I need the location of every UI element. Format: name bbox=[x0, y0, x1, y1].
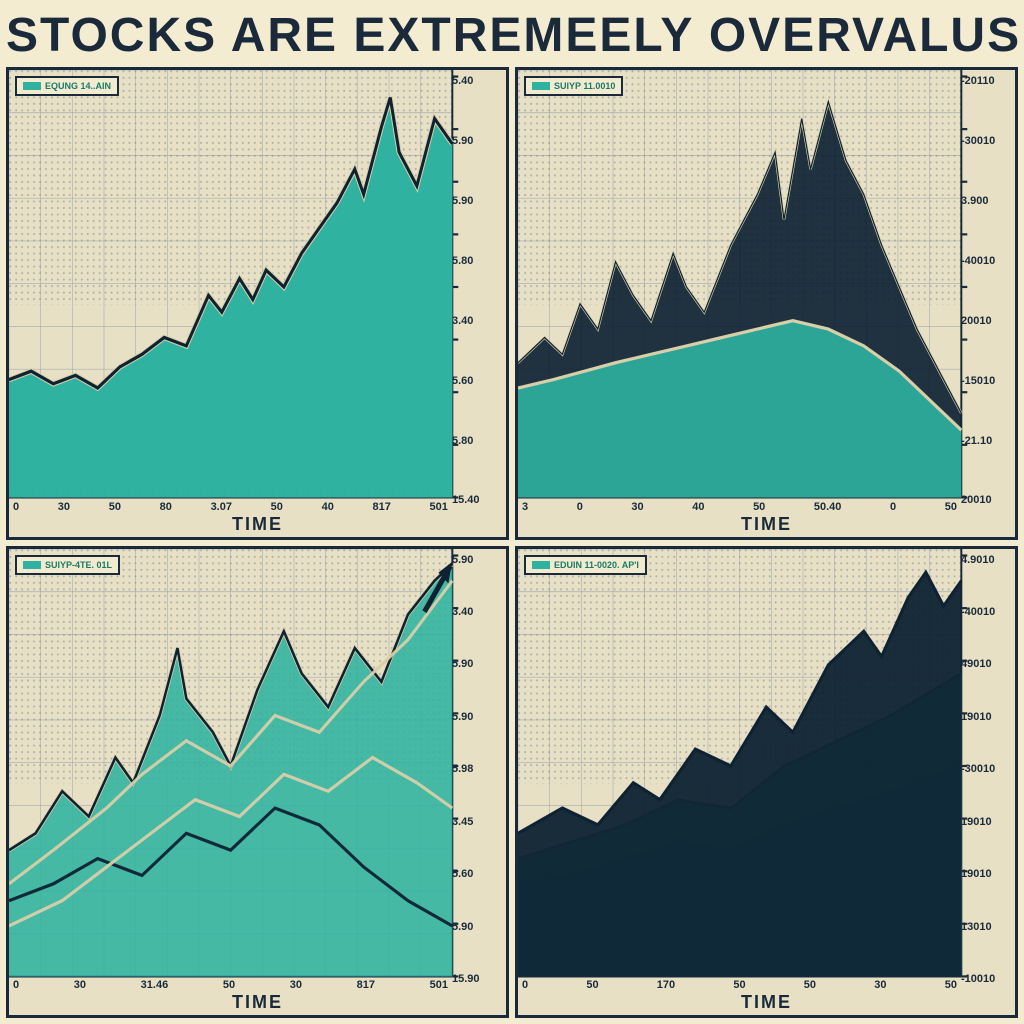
yticks-bottom-left: 5.903.405.905.905.983.455.605.9015.90 bbox=[452, 549, 504, 986]
legend-bottom-left: SUIYP-4TE. 01L bbox=[15, 555, 120, 575]
xaxis-label: TIME bbox=[232, 514, 283, 535]
chart-bottom-right bbox=[518, 549, 1015, 1016]
chart-grid: EQUNG 14..AIN 5.405.905.905.803.405.605.… bbox=[0, 67, 1024, 1024]
page-title: STOCKS ARE EXTREMEELY OVERVALUSED bbox=[0, 0, 1024, 67]
legend-text: SUIYP 11.0010 bbox=[554, 81, 615, 91]
chart-bottom-left bbox=[9, 549, 506, 1016]
panel-top-right: SUIYP 11.0010 -20110-300103.900-40010200… bbox=[515, 67, 1018, 540]
chart-top-right bbox=[518, 70, 1015, 537]
panel-bottom-left: SUIYP-4TE. 01L 5.903.405.905.905.983.455… bbox=[6, 546, 509, 1019]
xticks-bottom-left: 03031.465030817501 bbox=[9, 979, 452, 993]
legend-swatch bbox=[23, 82, 41, 90]
xticks-top-left: 03050803.075040817501 bbox=[9, 501, 452, 515]
legend-swatch bbox=[532, 82, 550, 90]
legend-text: EQUNG 14..AIN bbox=[45, 81, 111, 91]
yticks-top-right: -20110-300103.900-4001020010-15010-21.10… bbox=[961, 70, 1013, 507]
legend-swatch bbox=[532, 561, 550, 569]
xaxis-label: TIME bbox=[741, 514, 792, 535]
legend-swatch bbox=[23, 561, 41, 569]
legend-top-right: SUIYP 11.0010 bbox=[524, 76, 623, 96]
xaxis-label: TIME bbox=[232, 992, 283, 1013]
yticks-bottom-right: 4.9010-400104901019010-30010190101901013… bbox=[961, 549, 1013, 986]
yticks-top-left: 5.405.905.905.803.405.605.8015.40 bbox=[452, 70, 504, 507]
panel-bottom-right: EDUIN 11-0020. AP'I 4.9010-4001049010190… bbox=[515, 546, 1018, 1019]
legend-text: EDUIN 11-0020. AP'I bbox=[554, 560, 639, 570]
xticks-top-right: 3030405050.40050 bbox=[518, 501, 961, 515]
xaxis-label: TIME bbox=[741, 992, 792, 1013]
legend-top-left: EQUNG 14..AIN bbox=[15, 76, 119, 96]
legend-bottom-right: EDUIN 11-0020. AP'I bbox=[524, 555, 647, 575]
panel-top-left: EQUNG 14..AIN 5.405.905.905.803.405.605.… bbox=[6, 67, 509, 540]
xticks-bottom-right: 05017050503050 bbox=[518, 979, 961, 993]
chart-top-left bbox=[9, 70, 506, 537]
legend-text: SUIYP-4TE. 01L bbox=[45, 560, 112, 570]
